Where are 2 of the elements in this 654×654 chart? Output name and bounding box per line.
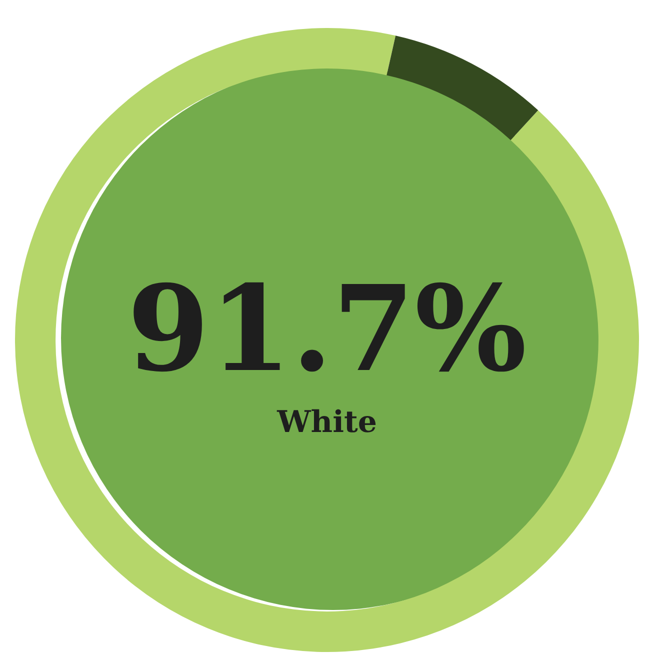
slice-label: White [276,405,377,440]
data-label: 91.7% [127,259,527,398]
